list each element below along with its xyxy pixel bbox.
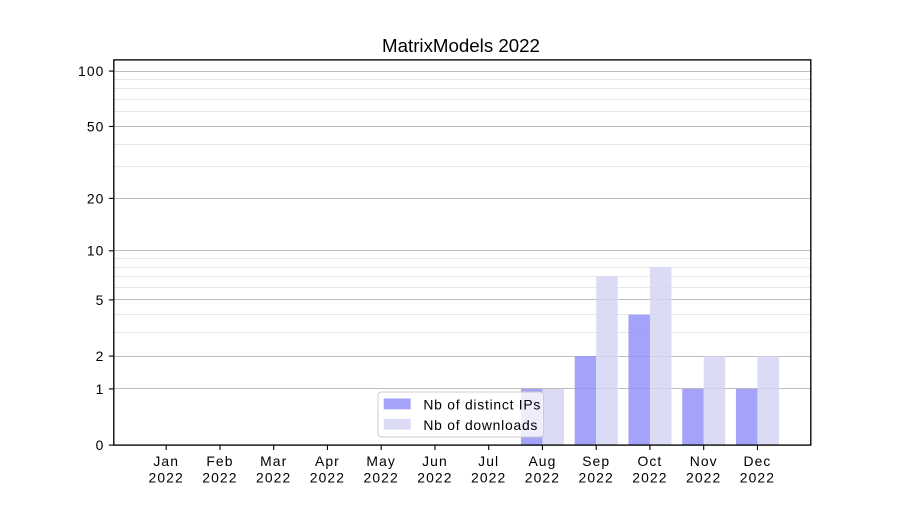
svg-text:10: 10 [87,243,105,259]
svg-text:0: 0 [96,437,105,453]
svg-text:May: May [366,453,396,469]
svg-text:2022: 2022 [256,470,291,486]
svg-text:Sep: Sep [582,453,610,469]
svg-text:Apr: Apr [315,453,340,469]
svg-text:Jul: Jul [478,453,499,469]
svg-text:2022: 2022 [417,470,452,486]
svg-text:Aug: Aug [528,453,556,469]
svg-text:2022: 2022 [632,470,667,486]
svg-text:Feb: Feb [206,453,233,469]
svg-text:2022: 2022 [740,470,775,486]
svg-text:2022: 2022 [471,470,506,486]
svg-text:2022: 2022 [149,470,184,486]
svg-text:Jun: Jun [422,453,448,469]
svg-text:20: 20 [87,190,105,206]
svg-text:Dec: Dec [743,453,771,469]
svg-text:2: 2 [96,348,105,364]
svg-text:2022: 2022 [310,470,345,486]
svg-text:MatrixModels 2022: MatrixModels 2022 [382,35,540,56]
svg-text:5: 5 [96,292,105,308]
svg-text:50: 50 [87,118,105,134]
svg-text:2022: 2022 [525,470,560,486]
svg-text:Jan: Jan [153,453,179,469]
svg-text:100: 100 [78,63,104,79]
svg-text:Mar: Mar [260,453,287,469]
svg-text:Nov: Nov [690,453,718,469]
svg-text:Oct: Oct [637,453,662,469]
svg-text:Nb of downloads: Nb of downloads [423,417,538,433]
svg-text:2022: 2022 [579,470,614,486]
svg-text:2022: 2022 [686,470,721,486]
svg-text:1: 1 [96,381,105,397]
svg-text:2022: 2022 [202,470,237,486]
svg-text:2022: 2022 [364,470,399,486]
svg-text:Nb of distinct IPs: Nb of distinct IPs [423,396,541,412]
